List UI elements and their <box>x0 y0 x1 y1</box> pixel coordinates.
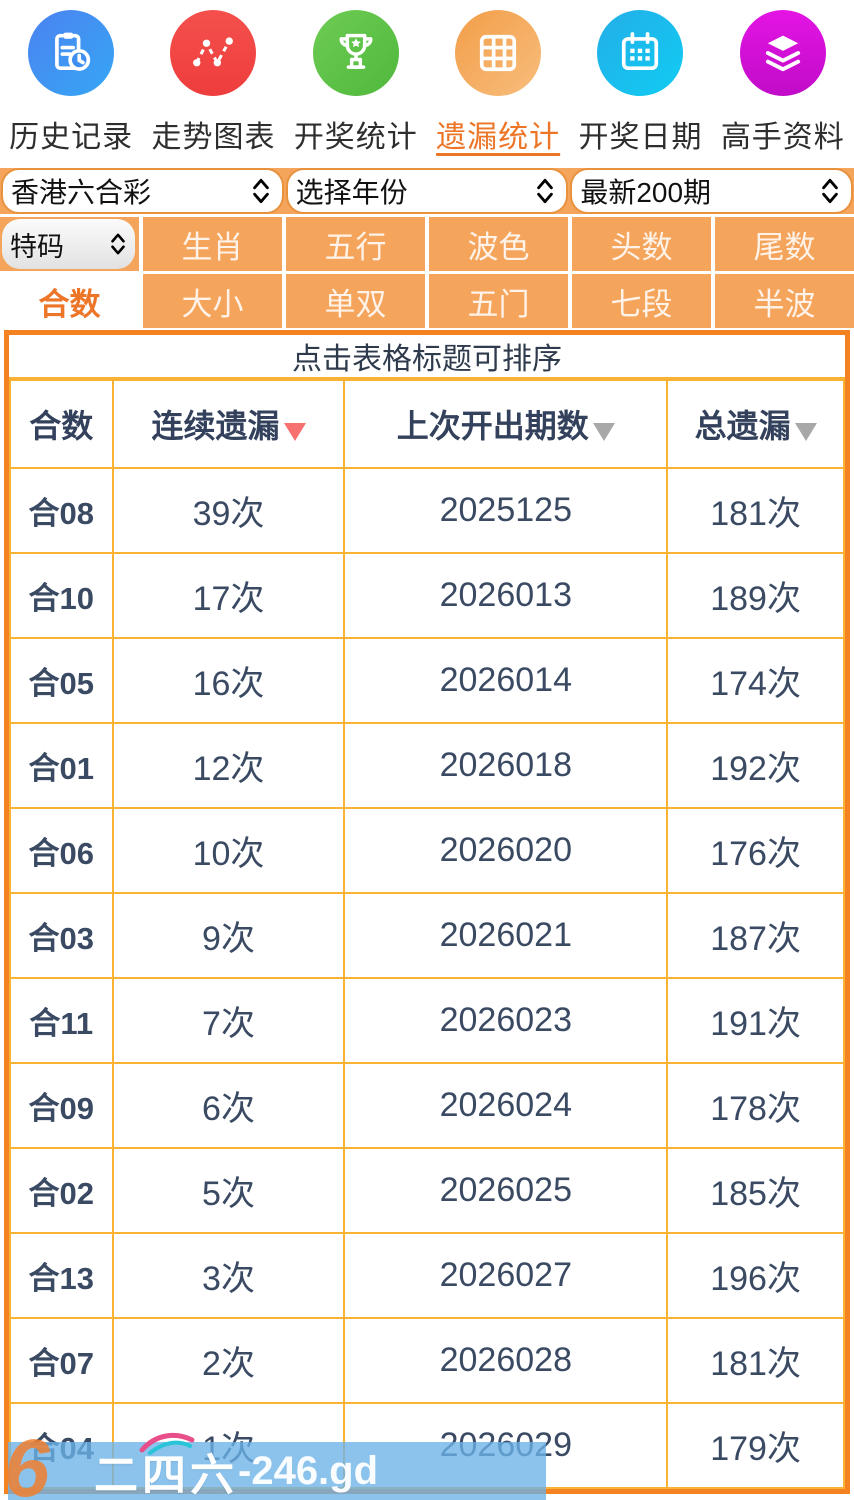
filter-wuxing-button[interactable]: 五行 <box>286 217 425 271</box>
sort-desc-icon <box>592 423 615 441</box>
select-chevron-icon <box>252 178 269 204</box>
table-row: 合09 6次 2026024 178次 <box>9 1062 845 1149</box>
watermark-logo: 6 <box>4 1423 50 1500</box>
nav-label: 开奖统计 <box>293 121 418 154</box>
period-select[interactable]: 最新200期 <box>570 168 854 214</box>
filter-grid: 特码 生肖 五行 波色 头数 尾数 合数 大小 单双 五门 七段 半波 <box>0 217 854 328</box>
table-row: 合11 7次 2026023 191次 <box>9 977 845 1064</box>
watermark-domain: -246.gd <box>238 1448 379 1493</box>
select-chevron-icon <box>537 178 554 204</box>
watermark: 6 二四六 -246.gd <box>4 1428 546 1500</box>
filter-bose-button[interactable]: 波色 <box>429 217 568 271</box>
filter-daxiao-button[interactable]: 大小 <box>143 274 282 328</box>
filter-zodiac-button[interactable]: 生肖 <box>143 217 282 271</box>
omission-table: 点击表格标题可排序 合数 连续遗漏 上次开出期数 总遗漏 合08 39次 2 <box>4 330 850 1494</box>
period-select-value: 最新200期 <box>580 177 712 208</box>
table-row: 合02 5次 2026025 185次 <box>9 1147 845 1234</box>
filter-weishu-button[interactable]: 尾数 <box>715 217 854 271</box>
nav-item-experts[interactable]: 高手资料 <box>712 10 854 156</box>
sort-desc-icon <box>794 423 817 441</box>
sort-desc-icon <box>283 423 306 441</box>
nav-item-draw-date[interactable]: 开奖日期 <box>569 10 711 156</box>
omission-stats-icon <box>455 10 542 96</box>
table-row: 合05 16次 2026014 174次 <box>9 637 845 724</box>
column-header-consecutive-omission[interactable]: 连续遗漏 <box>111 379 346 469</box>
experts-icon <box>739 10 826 96</box>
select-chevron-icon <box>822 178 838 204</box>
filter-qiduan-button[interactable]: 七段 <box>572 274 711 328</box>
table-header-row: 合数 连续遗漏 上次开出期数 总遗漏 <box>9 379 845 469</box>
table-row: 合13 3次 2026027 196次 <box>9 1232 845 1319</box>
nav-item-history[interactable]: 历史记录 <box>0 10 142 156</box>
table-row: 合03 9次 2026021 187次 <box>9 892 845 979</box>
nav-label: 遗漏统计 <box>436 121 561 154</box>
filter-wumen-button[interactable]: 五门 <box>429 274 568 328</box>
filter-danshuang-button[interactable]: 单双 <box>286 274 425 328</box>
filter-heshu-button-active[interactable]: 合数 <box>0 274 139 328</box>
select-chevron-icon <box>111 233 125 255</box>
lottery-select-value: 香港六合彩 <box>11 177 152 208</box>
select-row: 香港六合彩 选择年份 最新200期 <box>0 168 854 214</box>
mode-select[interactable]: 特码 <box>2 219 135 269</box>
filter-banbo-button[interactable]: 半波 <box>715 274 854 328</box>
column-header-total-omission[interactable]: 总遗漏 <box>666 379 845 469</box>
table-row: 合07 2次 2026028 181次 <box>9 1317 845 1404</box>
nav-label: 高手资料 <box>720 121 845 154</box>
nav-item-draw-stats[interactable]: 开奖统计 <box>285 10 427 156</box>
column-header-heshu[interactable]: 合数 <box>9 379 114 469</box>
draw-stats-icon <box>312 10 399 96</box>
nav-item-trend-chart[interactable]: 走势图表 <box>142 10 284 156</box>
nav-item-omission-stats[interactable]: 遗漏统计 <box>427 10 569 156</box>
history-icon <box>28 10 115 96</box>
lottery-select[interactable]: 香港六合彩 <box>1 168 284 214</box>
watermark-swoosh-icon <box>139 1432 195 1455</box>
draw-date-icon <box>597 10 684 96</box>
year-select[interactable]: 选择年份 <box>285 168 569 214</box>
filter-toushu-button[interactable]: 头数 <box>572 217 711 271</box>
table-caption: 点击表格标题可排序 <box>9 335 845 379</box>
nav-label: 开奖日期 <box>578 121 703 154</box>
column-header-last-draw-period[interactable]: 上次开出期数 <box>343 379 669 469</box>
year-select-value: 选择年份 <box>295 177 408 208</box>
table-row: 合01 12次 2026018 192次 <box>9 722 845 809</box>
nav-label: 走势图表 <box>151 121 276 154</box>
top-nav: 历史记录 走势图表 开奖统计 <box>0 0 854 156</box>
table-row: 合10 17次 2026013 189次 <box>9 552 845 639</box>
nav-label: 历史记录 <box>9 121 134 154</box>
mode-select-value: 特码 <box>10 231 64 262</box>
trend-chart-icon <box>170 10 257 96</box>
table-row: 合06 10次 2026020 176次 <box>9 807 845 894</box>
watermark-brand: 二四六 <box>94 1451 238 1500</box>
mode-select-cell: 特码 <box>0 217 139 271</box>
table-row: 合08 39次 2025125 181次 <box>9 467 845 554</box>
